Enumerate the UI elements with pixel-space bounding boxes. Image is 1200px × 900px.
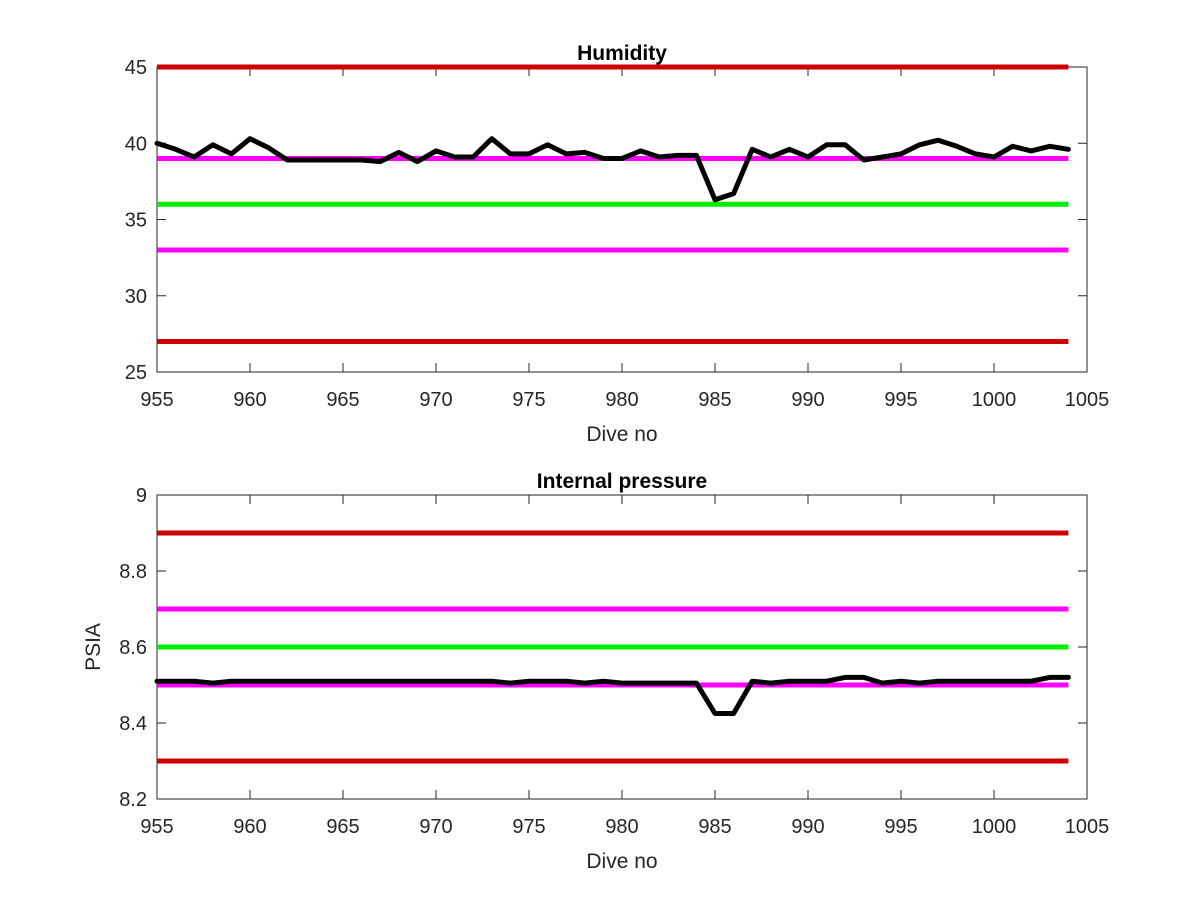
humidity-x-tick-label: 965 <box>326 389 359 411</box>
internal-pressure-y-tick-label: 8.2 <box>119 789 147 811</box>
internal-pressure-x-tick-label: 975 <box>512 816 545 838</box>
humidity-chart: 955 960 965 970 975 980 985 990 995 1000 1005 25 30 3… <box>125 42 1110 446</box>
internal-pressure-x-tick-label: 955 <box>140 816 173 838</box>
internal-pressure-series-line <box>154 674 1071 716</box>
humidity-series-line <box>154 136 1071 203</box>
internal-pressure-y-tick-label: 8.4 <box>119 713 147 735</box>
internal-pressure-x-tick-label: 970 <box>419 816 452 838</box>
internal-pressure-x-tick-label: 990 <box>791 816 824 838</box>
internal-pressure-title: Internal pressure <box>537 470 707 493</box>
humidity-y-tick-label: 25 <box>125 362 147 384</box>
internal-pressure-x-tick-label: 980 <box>605 816 638 838</box>
humidity-x-tick-label: 990 <box>791 389 824 411</box>
internal-pressure-y-tick-label: 8.6 <box>119 637 147 659</box>
internal-pressure-x-tick-label: 995 <box>884 816 917 838</box>
internal-pressure-x-axis-label: Dive no <box>586 850 657 873</box>
internal-pressure-x-tick-label: 1005 <box>1065 816 1110 838</box>
humidity-axes-box <box>156 66 1088 373</box>
internal-pressure-x-tick-label: 965 <box>326 816 359 838</box>
internal-pressure-x-tick-label: 960 <box>233 816 266 838</box>
humidity-x-tick-label: 960 <box>233 389 266 411</box>
humidity-x-tick-label: 955 <box>140 389 173 411</box>
humidity-x-tick-label: 975 <box>512 389 545 411</box>
internal-pressure-x-tick-label: 985 <box>698 816 731 838</box>
humidity-y-tick-label: 45 <box>125 57 147 79</box>
humidity-x-tick-label: 985 <box>698 389 731 411</box>
internal-pressure-y-axis-label: PSIA <box>82 623 105 671</box>
humidity-x-tick-label: 995 <box>884 389 917 411</box>
humidity-x-tick-label: 970 <box>419 389 452 411</box>
humidity-x-tick-label: 1005 <box>1065 389 1110 411</box>
humidity-title: Humidity <box>577 42 667 65</box>
humidity-x-tick-label: 1000 <box>972 389 1017 411</box>
humidity-x-axis-label: Dive no <box>586 423 657 446</box>
internal-pressure-x-tick-label: 1000 <box>972 816 1017 838</box>
internal-pressure-y-tick-label: 8.8 <box>119 561 147 583</box>
humidity-y-tick-label: 40 <box>125 133 147 155</box>
internal-pressure-y-tick-label: 9 <box>136 485 147 507</box>
internal-pressure-chart: 955 960 965 970 975 980 985 990 995 1000 1005 8.2 8.… <box>82 470 1109 873</box>
humidity-y-tick-label: 30 <box>125 286 147 308</box>
humidity-y-tick-label: 35 <box>125 210 147 232</box>
humidity-x-tick-label: 980 <box>605 389 638 411</box>
